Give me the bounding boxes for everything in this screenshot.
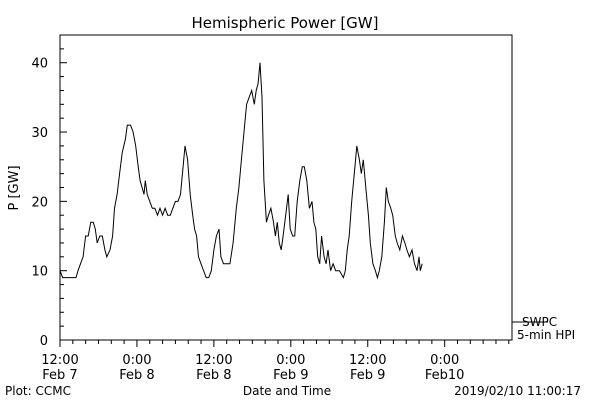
x-tick-date: Feb 8 [196, 368, 231, 383]
chart-title: Hemispheric Power [GW] [192, 14, 379, 32]
x-tick-time: 0:00 [430, 353, 459, 368]
legend-line2: 5-min HPI [517, 328, 575, 342]
y-axis: 0 10 20 30 40 [31, 34, 67, 349]
y-tick-label: 20 [31, 195, 48, 210]
x-tick-date: Feb 9 [350, 368, 385, 383]
plot-timestamp: 2019/02/10 11:00:17 [454, 384, 581, 398]
y-axis-label: P [GW] [7, 165, 22, 210]
x-tick-date: Feb 7 [42, 368, 77, 383]
legend: SWPC 5-min HPI [512, 315, 575, 342]
x-tick-time: 12:00 [349, 353, 386, 368]
series-line-hpi [59, 62, 423, 280]
x-tick-time: 0:00 [276, 353, 305, 368]
y-tick-label: 40 [31, 57, 48, 72]
legend-line1: SWPC [522, 315, 557, 329]
plot-credit: Plot: CCMC [5, 384, 71, 398]
y-tick-label: 10 [31, 265, 48, 280]
x-tick-time: 0:00 [122, 353, 151, 368]
y-tick-label: 0 [40, 334, 48, 349]
y-tick-label: 30 [31, 126, 48, 141]
x-tick-time: 12:00 [195, 353, 232, 368]
plot-frame [59, 34, 513, 341]
x-tick-date: Feb10 [425, 368, 465, 383]
x-tick-time: 12:00 [41, 353, 78, 368]
x-axis-label: Date and Time [243, 384, 331, 398]
x-tick-date: Feb 8 [119, 368, 154, 383]
x-tick-date: Feb 9 [273, 368, 308, 383]
